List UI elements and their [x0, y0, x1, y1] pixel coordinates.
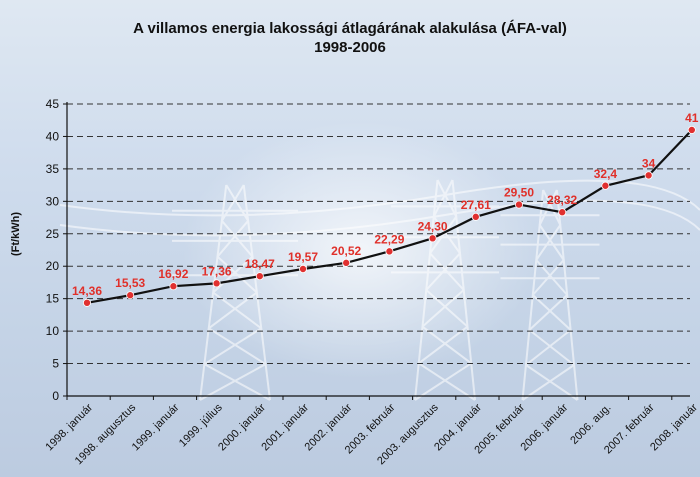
chart-subtitle: 1998-2006: [314, 39, 386, 56]
tower-brace: [199, 363, 267, 401]
tower-icon: [500, 189, 600, 401]
y-tick-label: 30: [46, 194, 60, 208]
tower-brace: [216, 220, 249, 258]
data-label: 41: [685, 111, 699, 125]
data-label: 14,36: [72, 284, 102, 298]
data-label: 16,92: [158, 267, 188, 281]
tower-brace: [429, 216, 458, 254]
tower-brace: [525, 364, 579, 401]
data-label: 15,53: [115, 276, 145, 290]
tower-brace: [432, 179, 454, 218]
x-tick-label: 2008. január: [648, 401, 700, 453]
data-label: 19,57: [288, 250, 318, 264]
data-point: [212, 279, 221, 288]
y-tick-label: 25: [46, 227, 60, 241]
tower-brace: [418, 362, 476, 401]
tower-brace: [203, 363, 271, 401]
tower-brace: [528, 294, 568, 331]
data-point: [515, 200, 524, 209]
data-point: [471, 212, 480, 221]
data-point: [342, 258, 351, 267]
data-point: [385, 247, 394, 256]
tower-brace: [542, 189, 562, 226]
tower-icon: [172, 184, 298, 401]
data-point: [601, 181, 610, 190]
data-point: [644, 171, 653, 180]
tower-brace: [528, 329, 575, 366]
data-label: 20,52: [331, 244, 361, 258]
tower-brace: [429, 252, 465, 291]
data-label: 28,32: [547, 193, 577, 207]
y-tick-label: 20: [46, 259, 60, 273]
power-cable: [59, 179, 700, 217]
tower-brace: [538, 189, 558, 226]
tower-brace: [216, 255, 258, 294]
data-point: [428, 234, 437, 243]
y-tick-label: 35: [46, 162, 60, 176]
x-tick-label: 1999. január: [130, 401, 182, 453]
data-point: [558, 208, 567, 217]
data-point: [83, 298, 92, 307]
tower-brace: [436, 179, 458, 218]
data-label: 34: [642, 156, 656, 170]
tower-brace: [525, 329, 572, 366]
tower-brace: [521, 364, 575, 401]
y-tick-label: 40: [46, 129, 60, 143]
tower-brace: [414, 362, 472, 401]
data-label: 32,4: [594, 167, 618, 181]
tower-brace: [221, 220, 254, 258]
tower-group: [59, 179, 700, 401]
chart-title: A villamos energia lakossági átlagárának…: [133, 20, 567, 37]
x-tick-label: 2006. aug.: [568, 402, 613, 447]
tower-brace: [425, 289, 469, 328]
tower-brace: [532, 294, 572, 331]
tower-brace: [538, 224, 565, 261]
data-label: 17,36: [202, 264, 232, 278]
gridlines: [67, 103, 690, 365]
data-label: 29,50: [504, 186, 534, 200]
data-point: [298, 265, 307, 274]
data-label: 18,47: [245, 257, 275, 271]
tower-brace: [421, 289, 465, 328]
tower-brace: [432, 216, 461, 254]
data-label: 22,29: [374, 232, 404, 246]
data-point: [255, 272, 264, 281]
tower-brace: [418, 325, 469, 365]
background-glow: [180, 120, 540, 380]
y-tick-label: 0: [52, 389, 59, 403]
data-label: 27,61: [461, 198, 491, 212]
y-tick-label: 45: [46, 97, 60, 111]
data-point: [687, 125, 696, 134]
tower-brace: [212, 255, 254, 294]
y-tick-label: 15: [46, 292, 60, 306]
data-label: 24,30: [418, 219, 448, 233]
x-tick-label: 2006. január: [519, 401, 571, 453]
tower-brace: [421, 325, 472, 365]
tower-brace: [425, 252, 461, 291]
power-cable: [59, 199, 700, 237]
data-point: [169, 282, 178, 291]
tower-brace: [208, 327, 267, 366]
y-tick-label: 10: [46, 324, 60, 338]
y-tick-label: 5: [52, 357, 59, 371]
tower-brace: [535, 224, 562, 261]
data-point: [126, 291, 135, 300]
tower-brace: [203, 327, 262, 366]
